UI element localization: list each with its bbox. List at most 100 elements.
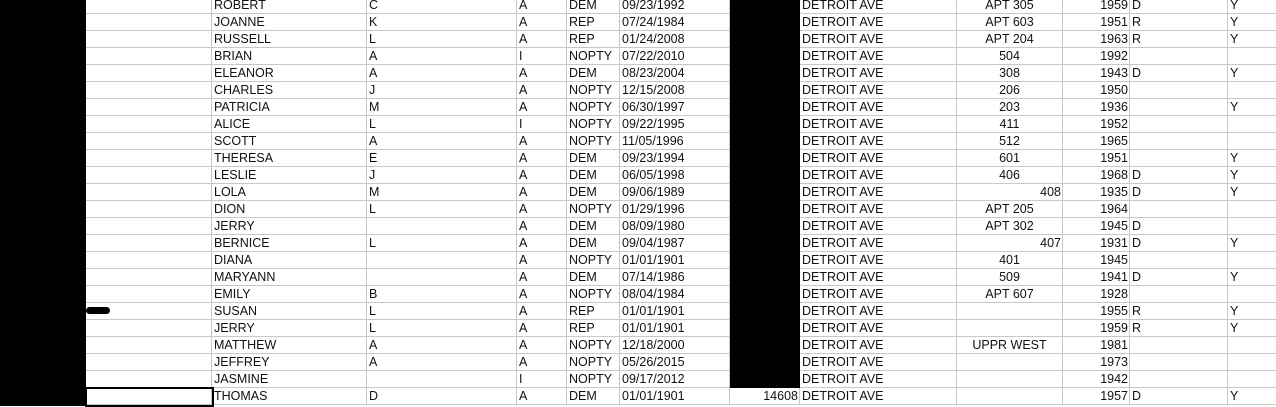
cell-year[interactable]: 1951 — [1063, 14, 1130, 31]
cell-flag[interactable] — [1228, 218, 1276, 235]
cell-apt[interactable]: 509 — [957, 269, 1063, 286]
cell-flag[interactable] — [1228, 371, 1276, 388]
cell-vote[interactable]: D — [1130, 65, 1228, 82]
cell-first[interactable]: PATRICIA — [212, 99, 367, 116]
cell-year[interactable]: 1957 — [1063, 388, 1130, 405]
cell-status[interactable]: A — [517, 133, 567, 150]
cell-street[interactable]: DETROIT AVE — [800, 218, 957, 235]
cell-date[interactable]: 07/14/1986 — [620, 269, 730, 286]
cell-mi[interactable]: A — [367, 48, 517, 65]
cell-mi[interactable]: C — [367, 0, 517, 14]
cell-party[interactable]: DEM — [567, 184, 620, 201]
cell-blank[interactable] — [86, 388, 212, 405]
cell-status[interactable]: A — [517, 99, 567, 116]
cell-apt[interactable]: 411 — [957, 116, 1063, 133]
cell-blank[interactable] — [86, 184, 212, 201]
cell-year[interactable]: 1973 — [1063, 354, 1130, 371]
cell-mi[interactable]: L — [367, 303, 517, 320]
cell-street[interactable]: DETROIT AVE — [800, 14, 957, 31]
cell-street[interactable]: DETROIT AVE — [800, 167, 957, 184]
cell-date[interactable]: 12/18/2000 — [620, 337, 730, 354]
cell-flag[interactable]: Y — [1228, 0, 1276, 14]
cell-flag[interactable]: Y — [1228, 99, 1276, 116]
cell-flag[interactable]: Y — [1228, 150, 1276, 167]
cell-mi[interactable]: L — [367, 235, 517, 252]
cell-first[interactable]: JERRY — [212, 320, 367, 337]
cell-status[interactable]: A — [517, 303, 567, 320]
cell-street[interactable]: DETROIT AVE — [800, 48, 957, 65]
cell-street[interactable]: DETROIT AVE — [800, 99, 957, 116]
cell-blank[interactable] — [86, 337, 212, 354]
cell-status[interactable]: I — [517, 48, 567, 65]
cell-mi[interactable]: A — [367, 133, 517, 150]
cell-blank[interactable] — [86, 0, 212, 14]
cell-party[interactable]: DEM — [567, 218, 620, 235]
cell-date[interactable]: 06/30/1997 — [620, 99, 730, 116]
cell-flag[interactable]: Y — [1228, 303, 1276, 320]
cell-street[interactable]: DETROIT AVE — [800, 116, 957, 133]
cell-vote[interactable] — [1130, 133, 1228, 150]
cell-blank[interactable] — [86, 65, 212, 82]
cell-date[interactable]: 01/01/1901 — [620, 388, 730, 405]
cell-status[interactable]: I — [517, 116, 567, 133]
cell-date[interactable]: 07/24/1984 — [620, 14, 730, 31]
cell-apt[interactable] — [957, 303, 1063, 320]
cell-flag[interactable]: Y — [1228, 184, 1276, 201]
cell-first[interactable]: EMILY — [212, 286, 367, 303]
cell-status[interactable]: A — [517, 354, 567, 371]
cell-first[interactable]: JEFFREY — [212, 354, 367, 371]
cell-blank[interactable] — [86, 354, 212, 371]
cell-date[interactable]: 05/26/2015 — [620, 354, 730, 371]
cell-street[interactable]: DETROIT AVE — [800, 184, 957, 201]
cell-blank[interactable] — [86, 235, 212, 252]
cell-vote[interactable]: D — [1130, 269, 1228, 286]
cell-flag[interactable] — [1228, 354, 1276, 371]
cell-party[interactable]: NOPTY — [567, 99, 620, 116]
cell-street[interactable]: DETROIT AVE — [800, 303, 957, 320]
cell-blank[interactable] — [86, 31, 212, 48]
cell-party[interactable]: REP — [567, 320, 620, 337]
cell-mi[interactable] — [367, 269, 517, 286]
cell-date[interactable]: 01/01/1901 — [620, 252, 730, 269]
cell-apt[interactable]: APT 302 — [957, 218, 1063, 235]
cell-party[interactable]: NOPTY — [567, 48, 620, 65]
cell-vote[interactable]: D — [1130, 235, 1228, 252]
cell-apt[interactable] — [957, 388, 1063, 405]
cell-blank[interactable] — [86, 252, 212, 269]
cell-first[interactable]: RUSSELL — [212, 31, 367, 48]
cell-mi[interactable]: J — [367, 82, 517, 99]
cell-flag[interactable] — [1228, 82, 1276, 99]
cell-year[interactable]: 1992 — [1063, 48, 1130, 65]
cell-blank[interactable] — [86, 167, 212, 184]
cell-flag[interactable]: Y — [1228, 31, 1276, 48]
cell-date[interactable]: 08/23/2004 — [620, 65, 730, 82]
cell-vote[interactable] — [1130, 150, 1228, 167]
cell-status[interactable]: I — [517, 371, 567, 388]
cell-date[interactable]: 09/04/1987 — [620, 235, 730, 252]
cell-first[interactable]: ALICE — [212, 116, 367, 133]
cell-apt[interactable]: 203 — [957, 99, 1063, 116]
cell-year[interactable]: 1955 — [1063, 303, 1130, 320]
cell-vote[interactable]: R — [1130, 14, 1228, 31]
cell-first[interactable]: CHARLES — [212, 82, 367, 99]
cell-apt[interactable]: 308 — [957, 65, 1063, 82]
cell-date[interactable]: 01/24/2008 — [620, 31, 730, 48]
cell-party[interactable]: DEM — [567, 150, 620, 167]
cell-first[interactable]: ROBERT — [212, 0, 367, 14]
cell-street[interactable]: DETROIT AVE — [800, 150, 957, 167]
cell-date[interactable]: 01/01/1901 — [620, 303, 730, 320]
cell-status[interactable]: A — [517, 65, 567, 82]
cell-mi[interactable]: J — [367, 167, 517, 184]
cell-blank[interactable] — [86, 116, 212, 133]
cell-apt[interactable] — [957, 354, 1063, 371]
cell-year[interactable]: 1931 — [1063, 235, 1130, 252]
cell-street[interactable]: DETROIT AVE — [800, 269, 957, 286]
cell-year[interactable]: 1943 — [1063, 65, 1130, 82]
cell-year[interactable]: 1936 — [1063, 99, 1130, 116]
cell-apt[interactable]: 512 — [957, 133, 1063, 150]
selected-cell-outline[interactable] — [85, 387, 214, 407]
cell-mi[interactable]: M — [367, 184, 517, 201]
cell-mi[interactable]: A — [367, 65, 517, 82]
cell-first[interactable]: JASMINE — [212, 371, 367, 388]
cell-year[interactable]: 1941 — [1063, 269, 1130, 286]
